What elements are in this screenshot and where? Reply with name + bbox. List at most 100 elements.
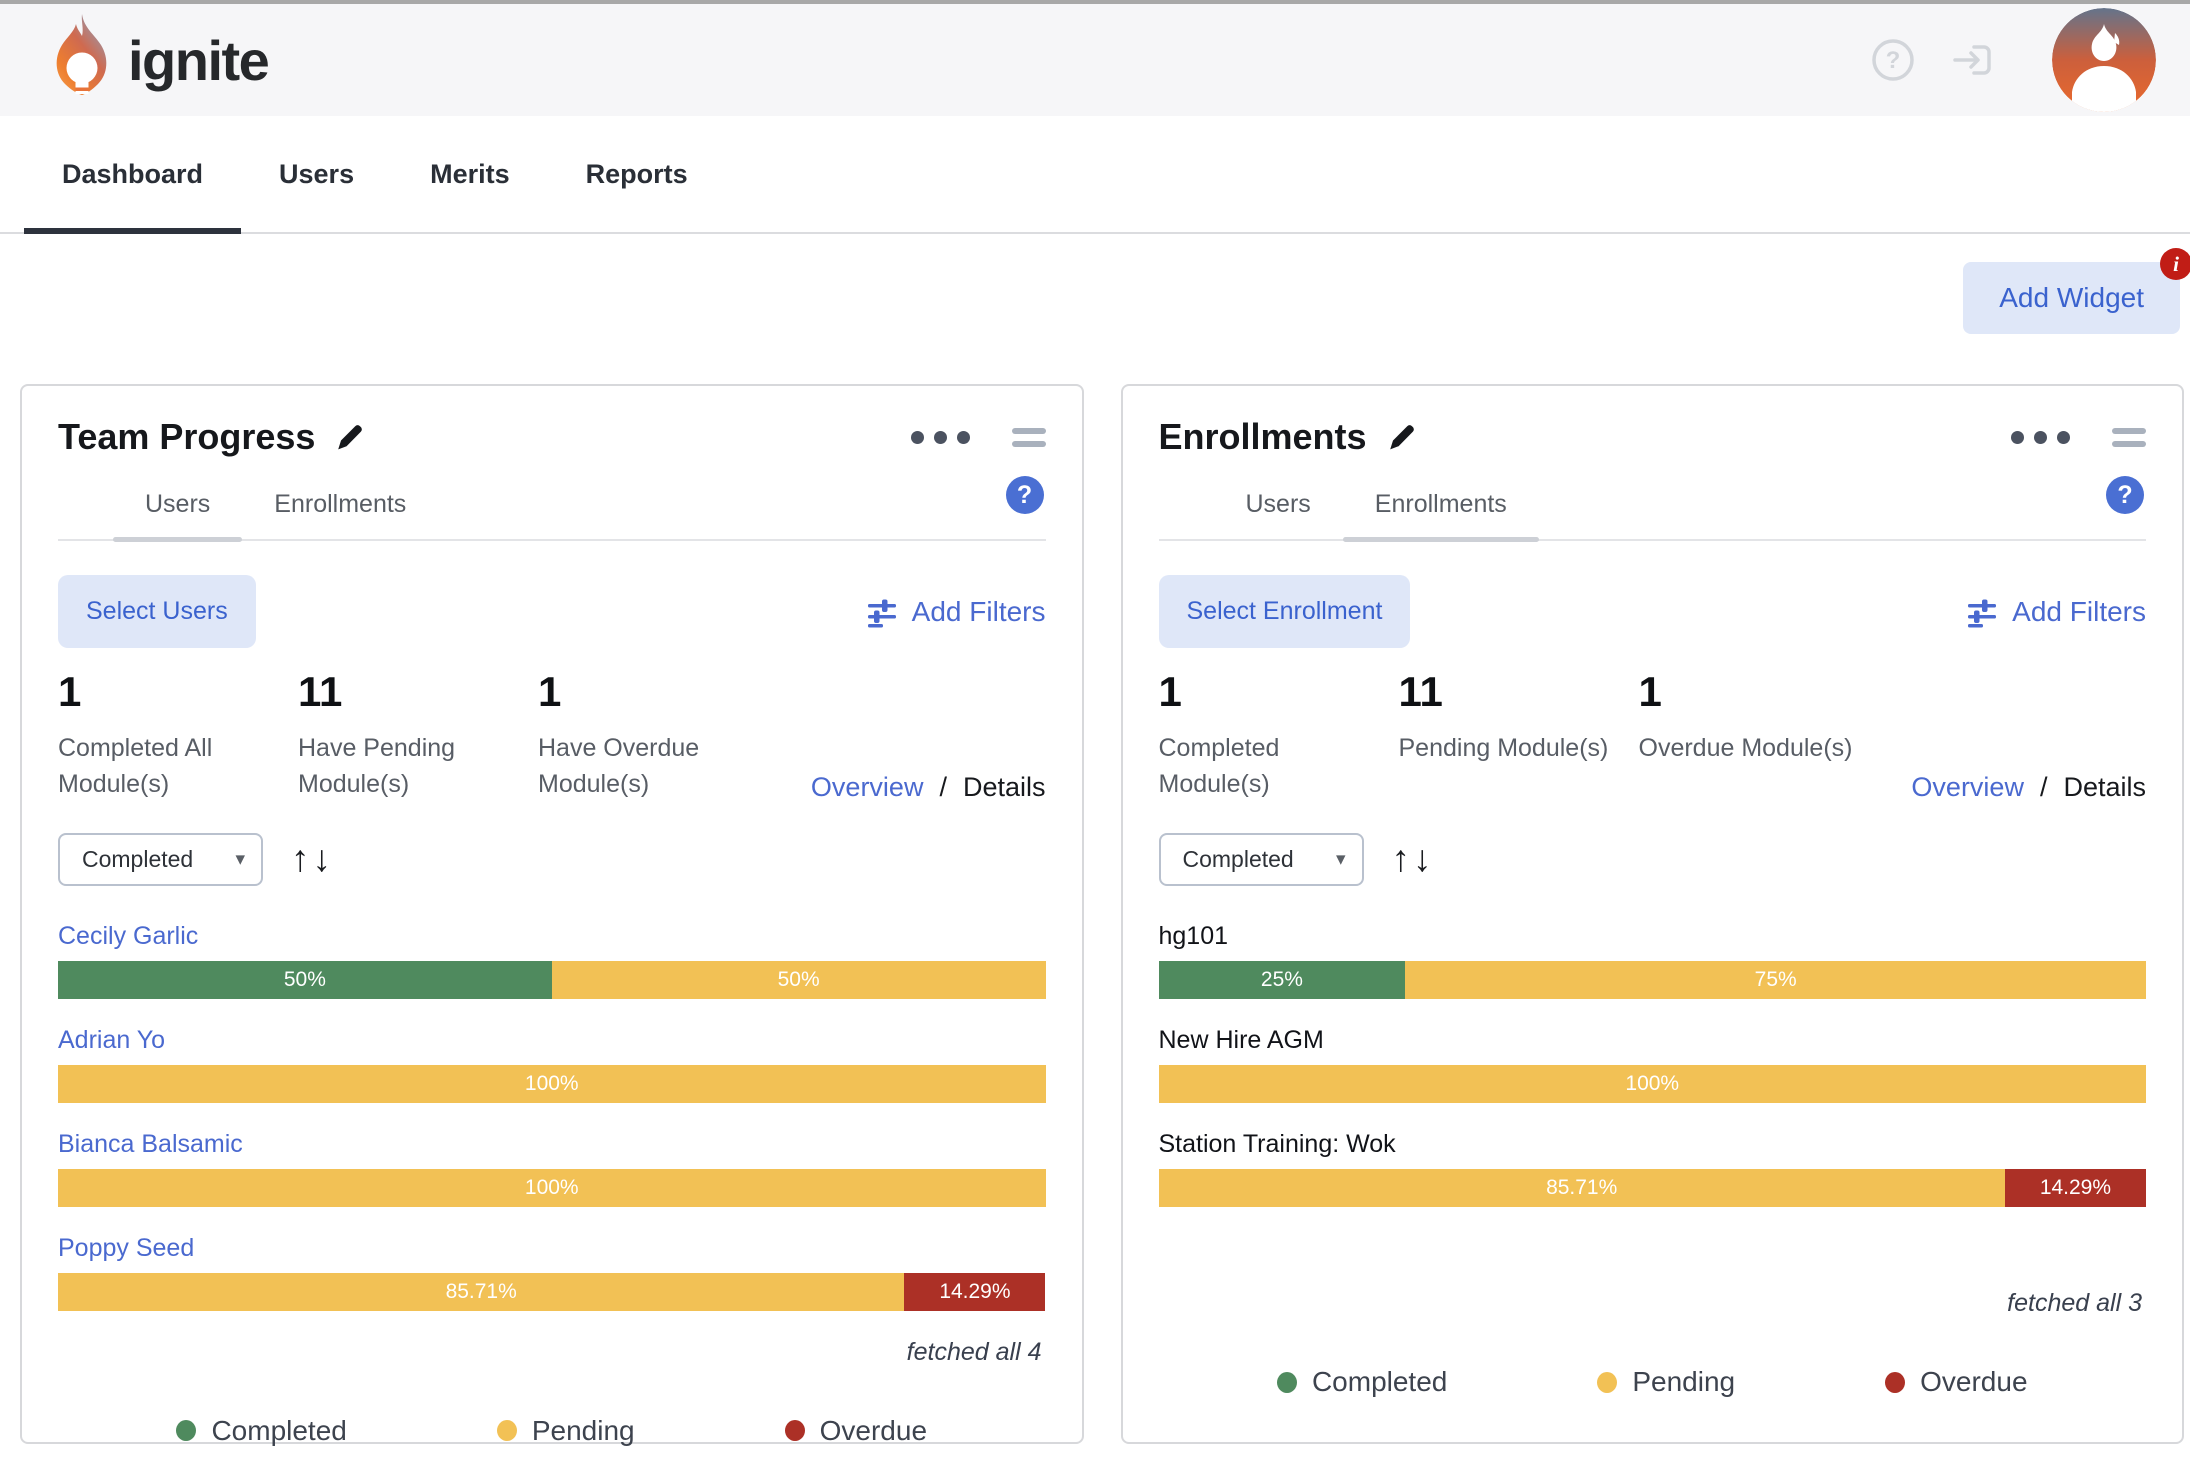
progress-bar: 85.71%14.29% bbox=[1159, 1169, 2147, 1207]
details-link[interactable]: Details bbox=[2063, 772, 2146, 803]
legend-label: Pending bbox=[532, 1415, 635, 1447]
tab-label: Users bbox=[1246, 490, 1311, 518]
widget-tab-enrollments[interactable]: Enrollments bbox=[1343, 490, 1539, 539]
ellipsis-menu-icon[interactable] bbox=[2011, 431, 2070, 444]
brand-logo[interactable]: ignite bbox=[44, 12, 268, 108]
drag-handle-icon[interactable] bbox=[2112, 428, 2146, 447]
status-dropdown-value: Completed bbox=[82, 846, 193, 873]
header-actions: ? bbox=[1870, 8, 2156, 112]
stat-overdue: 1 Overdue Module(s) bbox=[1639, 668, 1879, 803]
stat-label: Overdue Module(s) bbox=[1639, 730, 1854, 766]
widget-tabs: Users Enrollments ? bbox=[58, 490, 1046, 541]
select-enrollment-button[interactable]: Select Enrollment bbox=[1159, 575, 1411, 648]
legend-item-pending: Pending bbox=[497, 1415, 635, 1447]
widget-tab-enrollments[interactable]: Enrollments bbox=[242, 490, 438, 539]
tab-label: Enrollments bbox=[274, 490, 406, 518]
bar-segment-pending: 100% bbox=[58, 1065, 1046, 1103]
stat-value: 1 bbox=[1639, 668, 1879, 716]
stat-value: 1 bbox=[538, 668, 778, 716]
nav-tab-reports[interactable]: Reports bbox=[548, 116, 726, 232]
filters-icon bbox=[1966, 596, 1998, 628]
widget-header: Enrollments bbox=[1159, 416, 2147, 458]
progress-row: Cecily Garlic50%50% bbox=[58, 922, 1046, 999]
status-dropdown[interactable]: Completed ▾ bbox=[58, 833, 263, 886]
progress-rows: hg10125%75% New Hire AGM100% Station Train… bbox=[1159, 922, 2147, 1234]
nav-tab-dashboard[interactable]: Dashboard bbox=[24, 116, 241, 232]
legend-item-pending: Pending bbox=[1597, 1366, 1735, 1398]
add-filters-button[interactable]: Add Filters bbox=[1966, 596, 2146, 628]
nav-tab-label: Merits bbox=[430, 159, 510, 190]
logout-icon[interactable] bbox=[1948, 37, 1994, 83]
bar-segment-overdue: 14.29% bbox=[2005, 1169, 2146, 1207]
progress-row: New Hire AGM100% bbox=[1159, 1026, 2147, 1103]
add-widget-button[interactable]: Add Widget i bbox=[1963, 262, 2180, 334]
add-filters-label: Add Filters bbox=[912, 596, 1046, 628]
widget-title: Team Progress bbox=[58, 416, 315, 458]
sort-ascending-icon[interactable]: ↑ bbox=[291, 838, 310, 880]
bar-segment-completed: 25% bbox=[1159, 961, 1406, 999]
ellipsis-menu-icon[interactable] bbox=[911, 431, 970, 444]
legend-label: Overdue bbox=[1920, 1366, 2027, 1398]
nav-tab-merits[interactable]: Merits bbox=[392, 116, 548, 232]
sort-order-buttons: ↑ ↓ bbox=[291, 838, 331, 880]
progress-row: hg10125%75% bbox=[1159, 922, 2147, 999]
user-link[interactable]: Adrian Yo bbox=[58, 1026, 1046, 1055]
drag-handle-icon[interactable] bbox=[1012, 428, 1046, 447]
stat-completed: 1 Completed All Module(s) bbox=[58, 668, 298, 803]
bar-segment-pending: 50% bbox=[552, 961, 1046, 999]
sort-controls: Completed ▾ ↑ ↓ bbox=[1159, 833, 2147, 886]
legend-label: Completed bbox=[211, 1415, 346, 1447]
status-dropdown[interactable]: Completed ▾ bbox=[1159, 833, 1364, 886]
legend-dot-completed bbox=[176, 1420, 196, 1441]
progress-rows: Cecily Garlic50%50%Adrian Yo100%Bianca B… bbox=[58, 922, 1046, 1338]
legend-item-overdue: Overdue bbox=[785, 1415, 927, 1447]
help-icon[interactable]: ? bbox=[1870, 37, 1916, 83]
select-users-button[interactable]: Select Users bbox=[58, 575, 256, 648]
overview-link[interactable]: Overview bbox=[811, 772, 924, 803]
legend-label: Overdue bbox=[820, 1415, 927, 1447]
legend: Completed Pending Overdue bbox=[1159, 1366, 2147, 1398]
widget-tab-users[interactable]: Users bbox=[1214, 490, 1343, 539]
chevron-down-icon: ▾ bbox=[1336, 848, 1346, 871]
stat-completed: 1 Completed Module(s) bbox=[1159, 668, 1399, 803]
nav-tab-users[interactable]: Users bbox=[241, 116, 392, 232]
widget-stats: 1 Completed All Module(s) 11 Have Pendin… bbox=[58, 668, 1046, 803]
nav-tab-label: Dashboard bbox=[62, 159, 203, 190]
widgets-area: Team Progress Users Enrollments ? Select… bbox=[0, 384, 2190, 1444]
stat-value: 1 bbox=[1159, 668, 1399, 716]
user-link[interactable]: Cecily Garlic bbox=[58, 922, 1046, 951]
info-badge-icon[interactable]: i bbox=[2160, 248, 2190, 280]
user-link[interactable]: Bianca Balsamic bbox=[58, 1130, 1046, 1159]
progress-row: Station Training: Wok85.71%14.29% bbox=[1159, 1130, 2147, 1207]
bar-segment-pending: 100% bbox=[1159, 1065, 2147, 1103]
legend: Completed Pending Overdue bbox=[58, 1415, 1046, 1447]
widget-tabs: Users Enrollments ? bbox=[1159, 490, 2147, 541]
user-link[interactable]: Poppy Seed bbox=[58, 1234, 1046, 1263]
progress-bar: 85.71%14.29% bbox=[58, 1273, 1046, 1311]
sort-descending-icon[interactable]: ↓ bbox=[313, 838, 332, 880]
widget-title: Enrollments bbox=[1159, 416, 1367, 458]
widget-team-progress: Team Progress Users Enrollments ? Select… bbox=[20, 384, 1084, 1444]
widget-help-icon[interactable]: ? bbox=[2106, 476, 2144, 514]
add-filters-button[interactable]: Add Filters bbox=[866, 596, 1046, 628]
avatar[interactable] bbox=[2052, 8, 2156, 112]
details-link[interactable]: Details bbox=[963, 772, 1046, 803]
stat-pending: 11 Pending Module(s) bbox=[1399, 668, 1639, 803]
legend-dot-completed bbox=[1277, 1372, 1297, 1393]
chevron-down-icon: ▾ bbox=[235, 848, 245, 871]
widget-stats: 1 Completed Module(s) 11 Pending Module(… bbox=[1159, 668, 2147, 803]
stat-label: Completed Module(s) bbox=[1159, 730, 1374, 803]
stat-label: Have Pending Module(s) bbox=[298, 730, 513, 803]
progress-row: Bianca Balsamic100% bbox=[58, 1130, 1046, 1207]
widget-help-icon[interactable]: ? bbox=[1006, 476, 1044, 514]
widget-actions bbox=[2011, 428, 2146, 447]
widget-tab-users[interactable]: Users bbox=[113, 490, 242, 539]
widget-actions bbox=[911, 428, 1046, 447]
edit-title-icon[interactable] bbox=[1387, 422, 1417, 452]
overview-link[interactable]: Overview bbox=[1911, 772, 2024, 803]
edit-title-icon[interactable] bbox=[335, 422, 365, 452]
sort-descending-icon[interactable]: ↓ bbox=[1413, 838, 1432, 880]
filters-icon bbox=[866, 596, 898, 628]
sort-ascending-icon[interactable]: ↑ bbox=[1392, 838, 1411, 880]
progress-row: Poppy Seed 85.71%14.29% bbox=[58, 1234, 1046, 1311]
